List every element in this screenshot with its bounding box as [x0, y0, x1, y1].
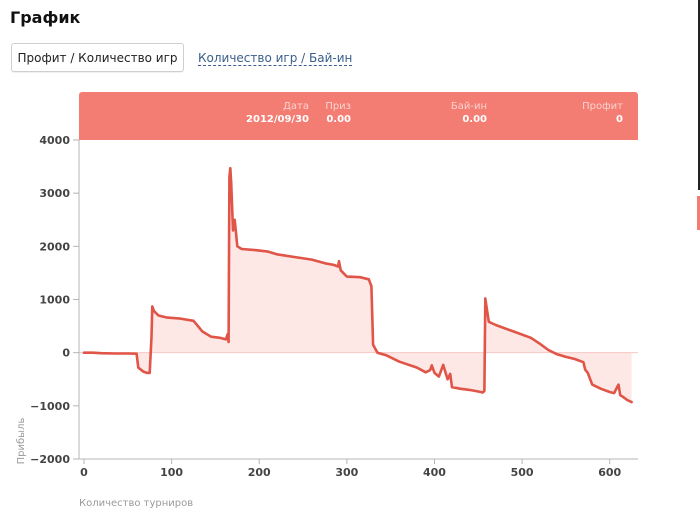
tooltip-profit-value: 0	[616, 114, 623, 125]
tooltip-profit: Профит 0	[549, 101, 623, 127]
tooltip-buyin-label: Бай-ин	[450, 101, 487, 112]
page-edge-divider	[698, 0, 700, 190]
x-tick-label: 200	[248, 466, 271, 479]
y-tick-label: 2000	[39, 240, 70, 253]
y-tick-label: 1000	[39, 294, 70, 307]
tab-games-vs-buyin[interactable]: Количество игр / Бай-ин	[198, 51, 353, 66]
tooltip-prize: Приз 0.00	[279, 101, 351, 127]
y-tick-label: −1000	[30, 400, 70, 413]
tab-profit-vs-games[interactable]: Профит / Количество игр	[11, 43, 184, 72]
x-axis-title: Количество турниров	[79, 498, 194, 509]
page-title: График	[10, 8, 81, 27]
y-tick-label: 4000	[39, 134, 70, 147]
tooltip-buyin-value: 0.00	[462, 114, 487, 125]
tooltip-date: Дата 2012/09/30	[159, 101, 309, 127]
tab-profit-vs-games-label: Профит / Количество игр	[17, 50, 178, 65]
tooltip-date-value: 2012/09/30	[246, 114, 309, 125]
y-tick-label: 0	[62, 347, 70, 360]
y-tick-label: −2000	[30, 453, 70, 466]
y-tick-label: 3000	[39, 187, 70, 200]
tooltip-prize-value: 0.00	[326, 114, 351, 125]
x-tick-label: 600	[598, 466, 621, 479]
scrollbar-thumb[interactable]	[697, 196, 700, 230]
x-tick-label: 0	[80, 466, 88, 479]
x-tick-label: 400	[423, 466, 446, 479]
x-tick-label: 100	[160, 466, 183, 479]
y-axis-title: Прибыль	[16, 418, 27, 465]
x-tick-label: 500	[511, 466, 534, 479]
series-line	[82, 166, 633, 404]
tooltip-date-label: Дата	[283, 101, 309, 112]
tooltip-profit-label: Профит	[582, 101, 623, 112]
series-area-fill	[84, 168, 632, 403]
x-tick-label: 300	[335, 466, 358, 479]
tooltip-prize-label: Приз	[325, 101, 351, 112]
tooltip-buyin: Бай-ин 0.00	[419, 101, 487, 127]
chart-tooltip: Дата 2012/09/30 Приз 0.00 Бай-ин 0.00 Пр…	[79, 92, 638, 140]
